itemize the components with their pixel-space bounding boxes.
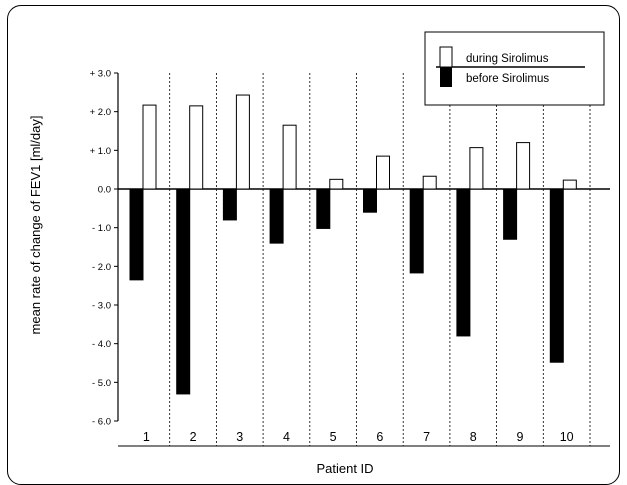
- y-axis-title: mean rate of change of FEV1 [ml/day]: [28, 116, 43, 335]
- y-tick-label: - 5.0: [92, 378, 111, 389]
- bars: [129, 94, 577, 395]
- bar-before-sirolimus: [269, 188, 284, 244]
- bar-during-sirolimus: [235, 94, 250, 190]
- bar-before-sirolimus: [503, 188, 518, 240]
- x-category-label: 2: [190, 430, 197, 444]
- legend-swatch-during: [439, 46, 453, 68]
- x-category-label: 10: [560, 430, 574, 444]
- y-tick-label: + 2.0: [90, 107, 111, 118]
- bar-during-sirolimus: [562, 179, 577, 190]
- bar-before-sirolimus: [316, 188, 331, 229]
- bar-before-sirolimus: [409, 188, 424, 274]
- legend-box: [424, 31, 605, 106]
- x-category-label: 7: [423, 430, 430, 444]
- x-category-label: 1: [143, 430, 150, 444]
- x-axis-title: Patient ID: [316, 461, 373, 476]
- bar-during-sirolimus: [329, 178, 344, 190]
- x-category-label: 3: [236, 430, 243, 444]
- y-tick-label: - 3.0: [92, 301, 111, 312]
- bar-during-sirolimus: [142, 104, 157, 190]
- y-tick-label: - 6.0: [92, 417, 111, 428]
- bar-before-sirolimus: [222, 188, 237, 221]
- bar-during-sirolimus: [469, 147, 484, 190]
- y-tick-label: + 1.0: [90, 146, 111, 157]
- bar-during-sirolimus: [376, 155, 390, 190]
- bar-during-sirolimus: [189, 105, 204, 190]
- bar-during-sirolimus: [282, 124, 297, 190]
- y-tick-label: - 1.0: [92, 223, 111, 234]
- bar-during-sirolimus: [422, 175, 437, 190]
- x-category-label: 8: [470, 430, 477, 444]
- x-category-label: 6: [376, 430, 383, 444]
- x-category-label: 5: [330, 430, 337, 444]
- labels: + 3.0 + 2.0 + 1.0 0.0 - 1.0 - 2.0 - 3.0 - 4.0 - …: [90, 69, 574, 445]
- legend-label-before: before Sirolimus: [466, 73, 549, 85]
- legend-label-during: during Sirolimus: [466, 53, 549, 65]
- bar-before-sirolimus: [549, 188, 564, 363]
- x-category-label: 9: [516, 430, 523, 444]
- bar-before-sirolimus: [363, 188, 377, 213]
- bar-before-sirolimus: [456, 188, 471, 337]
- y-tick-label: - 2.0: [92, 262, 111, 273]
- x-category-label: 4: [283, 430, 290, 444]
- y-tick-label: + 3.0: [90, 69, 111, 80]
- legend-swatch-before: [440, 67, 452, 87]
- y-tick-label: - 4.0: [92, 339, 111, 350]
- bar-before-sirolimus: [176, 188, 191, 395]
- legend: during Sirolimus before Sirolimus: [424, 31, 605, 106]
- y-tick-label: 0.0: [98, 185, 111, 196]
- bar-before-sirolimus: [129, 188, 144, 281]
- bar-during-sirolimus: [516, 142, 531, 190]
